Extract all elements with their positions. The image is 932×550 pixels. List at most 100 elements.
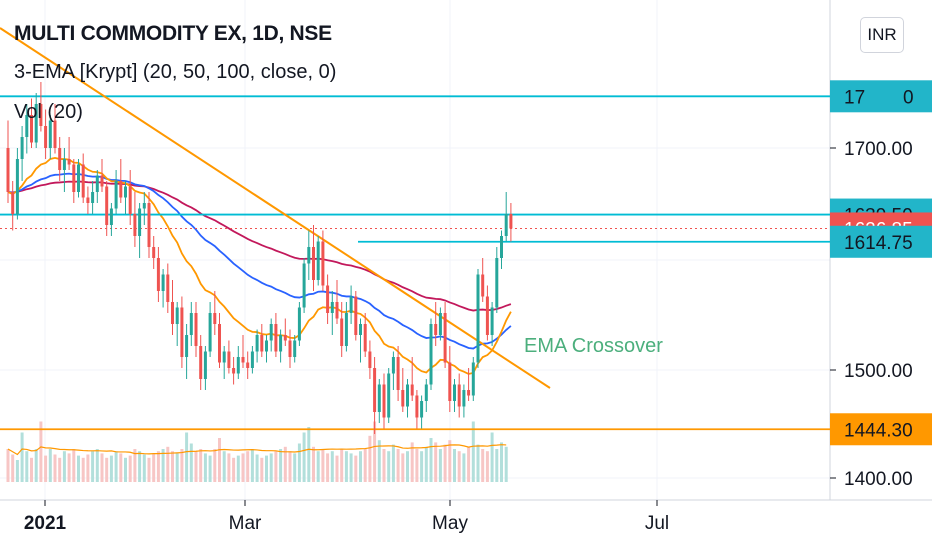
candle-body [25, 115, 29, 137]
candle-body [359, 324, 362, 335]
volume-bar [20, 432, 24, 482]
y-tick-label: 1500.00 [844, 361, 913, 382]
candle-body [312, 247, 315, 280]
candle-body [147, 203, 151, 247]
downtrend-line [0, 27, 551, 389]
candle-body [236, 357, 240, 374]
candle-body [128, 186, 132, 214]
volume-bar [415, 449, 419, 482]
volume-bar [152, 453, 156, 482]
candle-body [199, 346, 203, 379]
volume-bar [232, 457, 236, 482]
volume-bar [142, 454, 146, 482]
candle-body [180, 307, 184, 357]
x-tick-label: Mar [229, 513, 262, 534]
volume-bar [189, 443, 193, 482]
candle-body [307, 247, 311, 264]
x-tick-label: Jul [645, 513, 669, 534]
volume-bar [316, 451, 320, 482]
candle-body [208, 313, 212, 352]
candle-body [105, 186, 109, 225]
candle-body [274, 324, 278, 352]
volume-bar [340, 449, 344, 482]
candle-body [485, 296, 489, 335]
candle-body [203, 351, 207, 379]
candle-body [11, 192, 15, 214]
volume-bar [500, 442, 503, 482]
volume-bar [185, 432, 189, 482]
candle-body [279, 335, 283, 352]
candle-body [62, 159, 66, 170]
volume-bar [283, 446, 287, 482]
volume-bar [53, 454, 57, 482]
candle-body [171, 302, 174, 324]
candle-body [321, 241, 325, 286]
candle-body [448, 362, 452, 401]
candle-body [340, 318, 344, 346]
candle-body [156, 258, 160, 291]
volume-bar [335, 455, 339, 482]
volume-bar [363, 449, 367, 482]
volume-bar [236, 455, 240, 482]
candle-body [142, 203, 146, 209]
currency-button[interactable]: INR [860, 17, 904, 53]
candle-body [382, 384, 386, 418]
volume-bar [457, 451, 461, 482]
volume-bar [67, 453, 71, 482]
volume-bar [481, 449, 485, 482]
candle-body [297, 307, 301, 341]
volume-bar [344, 451, 348, 482]
price-label: 17 [844, 87, 865, 108]
volume-bar [467, 446, 471, 482]
candle-body [124, 186, 127, 198]
volume-bar [166, 446, 170, 482]
volume-bar [77, 455, 80, 482]
ema50-line [7, 172, 512, 350]
price-label-tail: 0 [903, 87, 914, 108]
volume-bar [161, 449, 165, 482]
candle-body [368, 351, 372, 368]
candle-body [424, 384, 428, 401]
volume-bar [58, 457, 62, 482]
volume-bar [293, 453, 297, 482]
candle-body [429, 324, 433, 385]
candle-body [457, 384, 461, 407]
volume-bar [199, 449, 203, 482]
volume-bar [406, 451, 409, 482]
candle-body [114, 181, 118, 209]
volume-bar [330, 451, 334, 482]
ema-crossover-label: EMA Crossover [524, 335, 663, 357]
volume-bar [227, 453, 231, 482]
x-tick-label: May [432, 513, 468, 534]
candle-body [330, 302, 334, 313]
ema100-line [7, 180, 512, 312]
candle-body [185, 335, 189, 357]
volume-bar [288, 451, 292, 482]
volume-bar [81, 457, 85, 482]
x-tick-label: 2021 [24, 513, 67, 534]
volume-bar [171, 451, 174, 482]
volume-bar [410, 442, 414, 482]
candle-body [495, 258, 499, 308]
volume-bar [495, 449, 499, 482]
candle-body [500, 236, 503, 258]
candle-body [462, 390, 466, 407]
candle-body [302, 263, 306, 308]
volume-bar [241, 453, 245, 482]
volume-bar [312, 446, 315, 482]
candle-body [453, 384, 456, 401]
candle-body [509, 214, 513, 229]
candle-body [30, 115, 33, 143]
volume-bar [377, 440, 381, 482]
candle-body [194, 313, 198, 346]
candle-body [48, 120, 52, 148]
volume-bar [260, 457, 264, 482]
price-label-box [830, 80, 932, 113]
volume-bar [382, 449, 386, 482]
volume-bar [448, 440, 452, 482]
candle-body [391, 357, 395, 374]
candle-body [86, 197, 90, 203]
volume-bar [128, 455, 132, 482]
volume-bar [91, 451, 95, 482]
